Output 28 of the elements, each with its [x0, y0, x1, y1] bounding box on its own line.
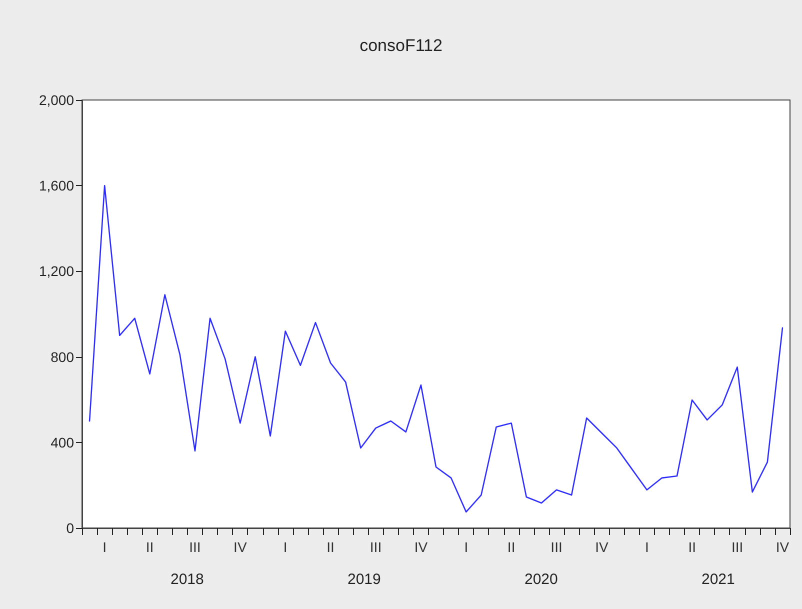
x-tick-label: II: [507, 539, 516, 555]
y-tick-label: 1,600: [38, 178, 74, 194]
text: 2020: [524, 571, 558, 588]
y-tick-label: 0: [66, 520, 74, 536]
x-tick-label: II: [146, 539, 154, 555]
y-tick-label: 400: [50, 434, 74, 450]
text: 2021: [701, 571, 735, 588]
y-tick-label: 1,200: [38, 263, 74, 280]
x-tick-label: I: [644, 539, 649, 555]
x-tick-label: IV: [414, 539, 428, 555]
x-tick-label: III: [731, 539, 744, 555]
x-tick-label: II: [326, 539, 334, 555]
line-series: [88, 184, 784, 513]
chart-title: consoF112: [360, 36, 442, 55]
text: 2019: [347, 571, 381, 588]
x-tick-label: IV: [234, 539, 248, 555]
x-tick-label: III: [550, 539, 562, 555]
x-tick-label: I: [464, 539, 468, 555]
x-tick-label: IV: [595, 539, 609, 555]
y-tick-label: 2,000: [38, 92, 74, 108]
x-tick-label: I: [283, 539, 288, 555]
text: 2018: [170, 571, 204, 588]
x-tick-label: III: [370, 539, 382, 555]
x-tick-label: II: [688, 539, 696, 555]
x-tick-label: III: [189, 539, 201, 555]
x-tick-label: IV: [776, 539, 790, 555]
x-tick-label: I: [102, 539, 107, 555]
y-tick-label: 800: [50, 348, 74, 365]
